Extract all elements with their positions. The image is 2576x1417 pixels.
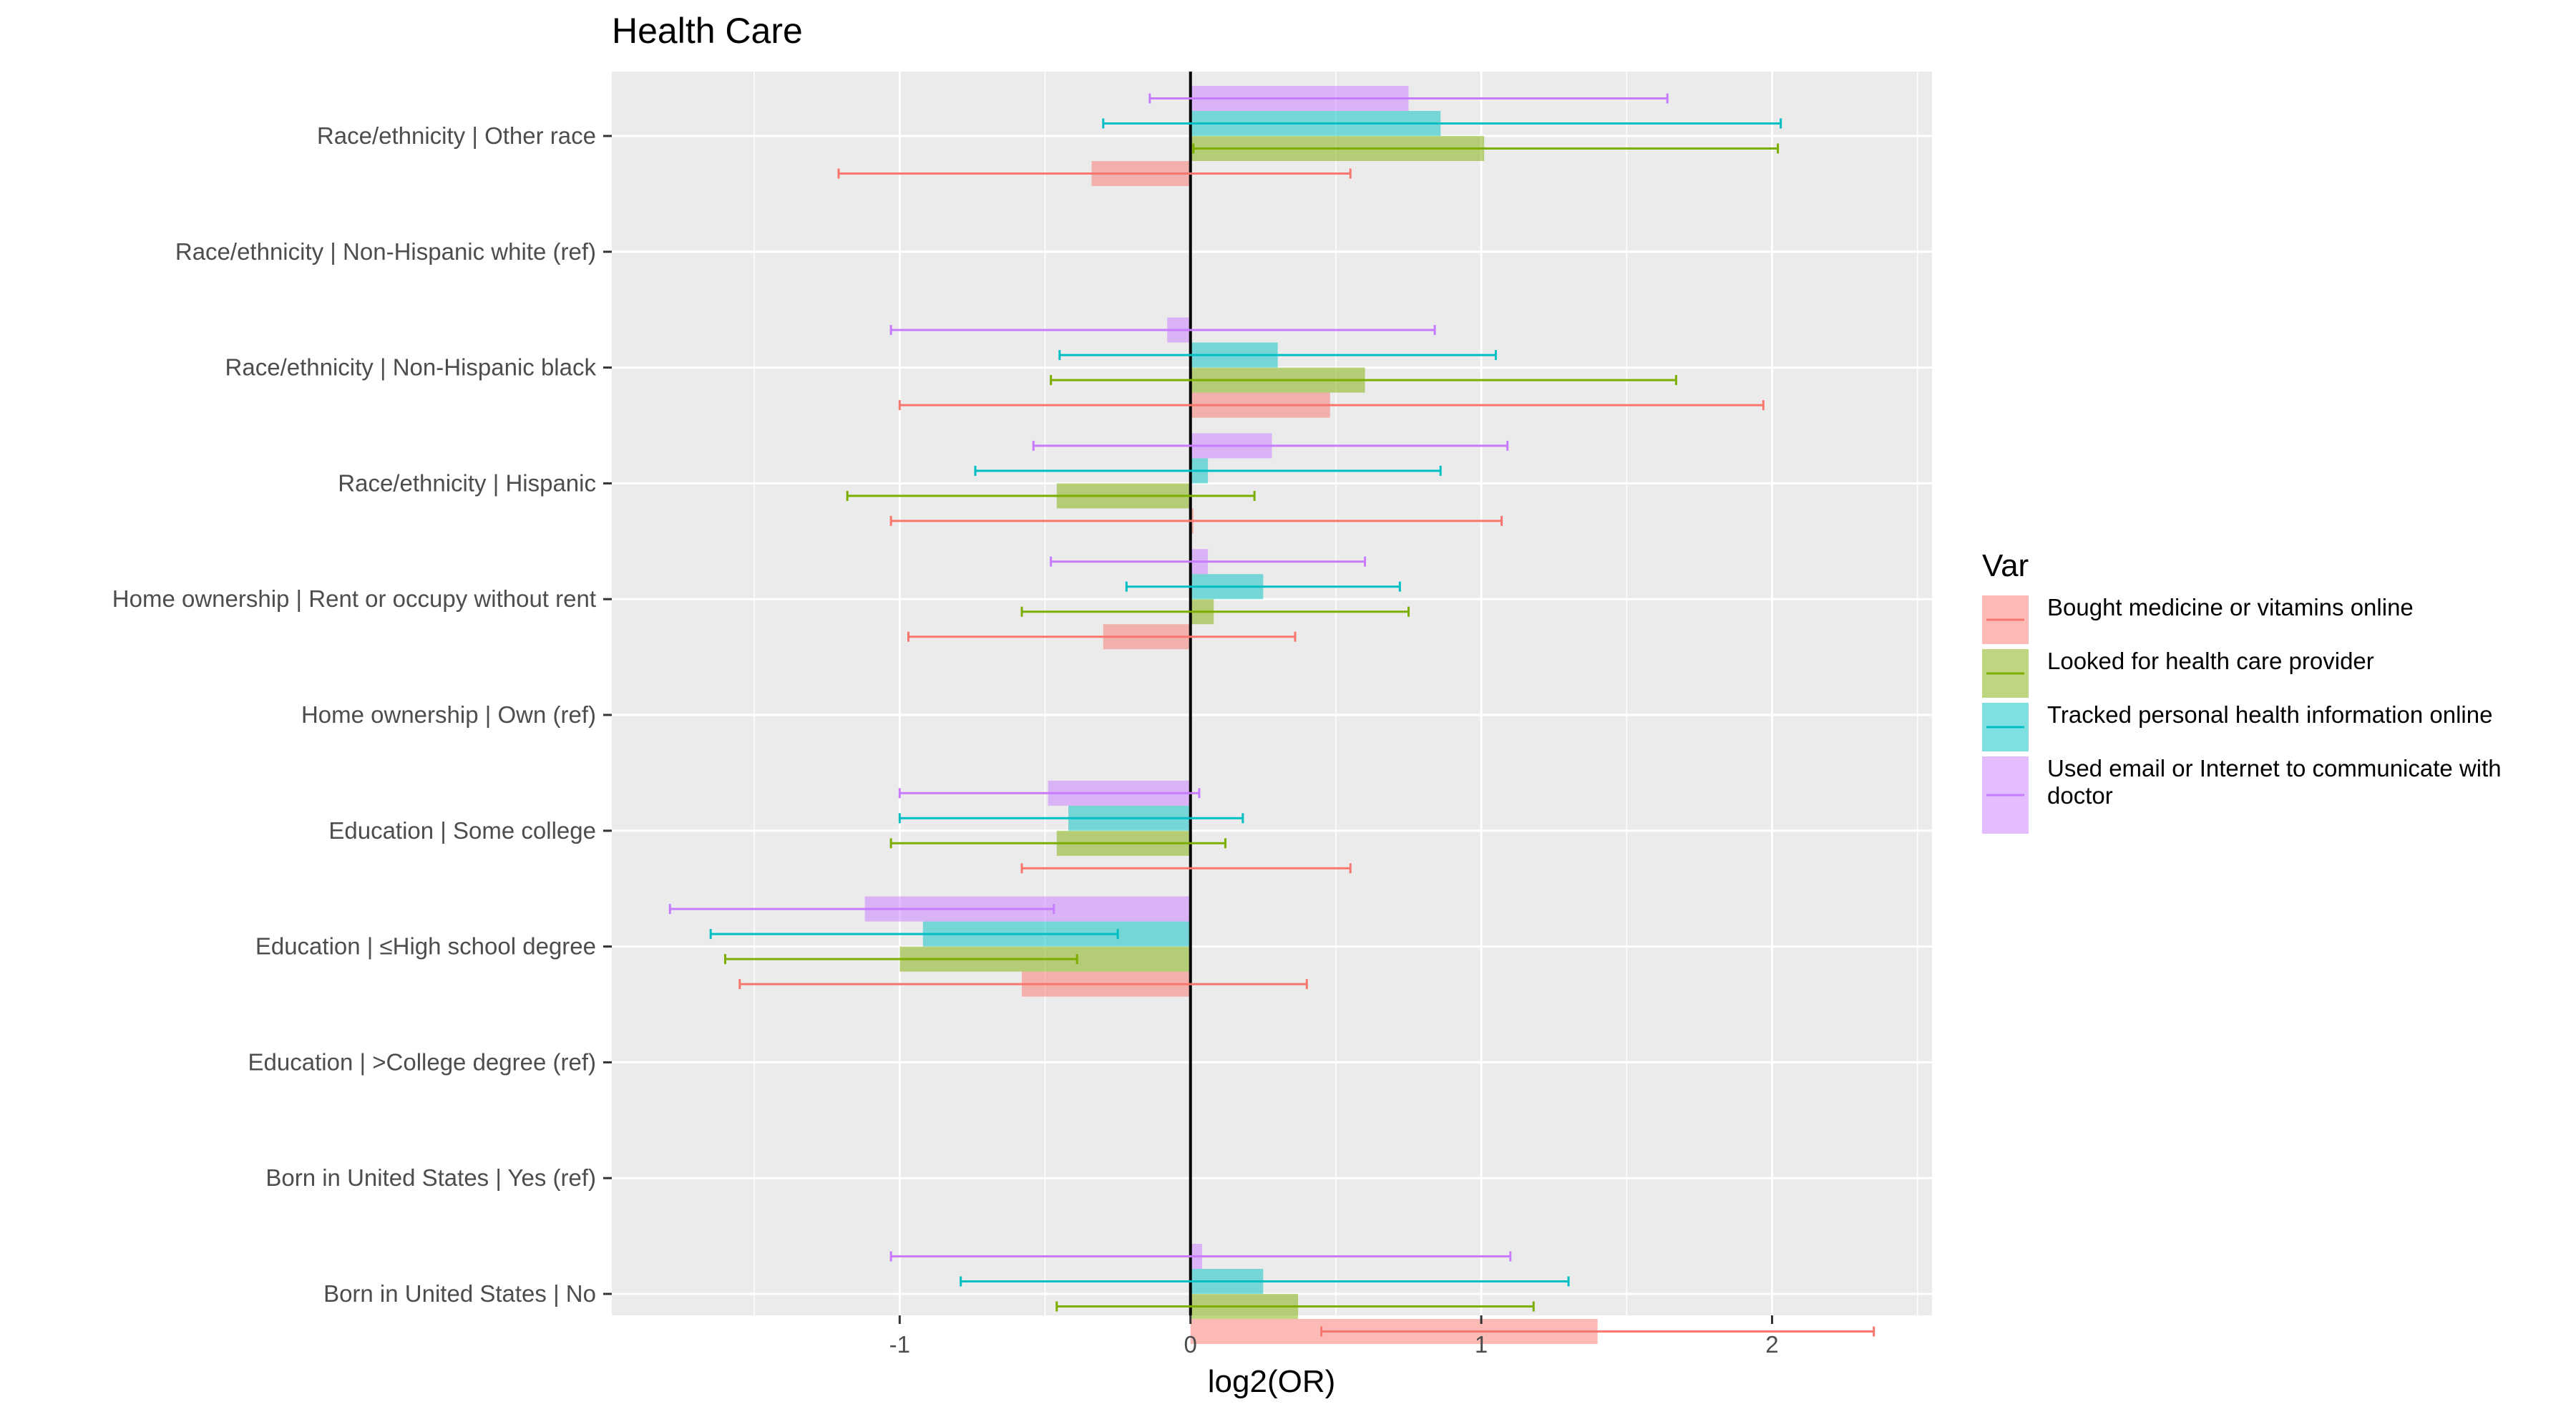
errorbar-bought-medicine-or-vitamins-online [1320,1326,1875,1337]
errorbar-used-email-or-internet-to-communicate-with-doctor [1050,556,1367,567]
y-tick-label: Race/ethnicity | Other race [317,122,596,149]
legend-item-looked-for-health-care-provider: Looked for health care provider [1982,648,2374,698]
errorbar-bought-medicine-or-vitamins-online [837,168,1352,179]
y-tick-label: Race/ethnicity | Hispanic [338,469,596,496]
errorbar-tracked-personal-health-information-online [709,929,1119,940]
legend-title: Var [1982,548,2029,583]
errorbar-looked-for-health-care-provider [889,838,1226,849]
y-tick-label: Education | Some college [328,817,596,844]
errorbar-looked-for-health-care-provider [1055,1301,1535,1312]
y-axis: Race/ethnicity | Other race Race/ethnicit… [112,122,612,1307]
legend: Var Bought medicine or vitamins online Lo… [1982,548,2502,834]
errorbar-tracked-personal-health-information-online [1102,118,1782,129]
errorbar-used-email-or-internet-to-communicate-with-doctor [889,1251,1512,1262]
y-tick-label: Race/ethnicity | Non-Hispanic white (ref… [175,238,596,265]
legend-label: Bought medicine or vitamins online [2047,594,2414,620]
errorbar-bought-medicine-or-vitamins-online [898,400,1765,411]
errorbar-tracked-personal-health-information-online [960,1276,1570,1287]
errorbar-used-email-or-internet-to-communicate-with-doctor [1032,440,1509,451]
errorbar-looked-for-health-care-provider [846,490,1256,501]
plot-panel [612,72,1932,1315]
errorbar-looked-for-health-care-provider [1192,143,1780,154]
legend-label: Looked for health care provider [2047,648,2374,674]
errorbar-bought-medicine-or-vitamins-online [738,979,1308,990]
x-tick-label: 0 [1184,1331,1197,1358]
legend-label: Tracked personal health information onli… [2047,701,2492,728]
errorbar-used-email-or-internet-to-communicate-with-doctor [898,788,1201,799]
errorbar-used-email-or-internet-to-communicate-with-doctor [889,325,1436,336]
y-tick-label: Race/ethnicity | Non-Hispanic black [225,354,597,381]
y-tick-label: Home ownership | Rent or occupy without … [112,585,596,612]
errorbar-used-email-or-internet-to-communicate-with-doctor [668,904,1055,915]
y-tick-label: Education | ≤High school degree [255,933,596,960]
x-axis: -1 0 1 2 [889,1315,1779,1358]
legend-label: Used email or Internet to communicate wi… [2047,755,2502,809]
legend-item-bought-medicine-or-vitamins-online: Bought medicine or vitamins online [1982,594,2414,644]
errorbar-bought-medicine-or-vitamins-online [1020,863,1352,874]
major-gridlines [612,72,1932,1315]
legend-item-used-email-or-internet-to-communicate-with-doctor: Used email or Internet to communicate wi… [1982,755,2502,834]
y-tick-label: Born in United States | Yes (ref) [265,1164,596,1191]
x-axis-title: log2(OR) [1208,1364,1336,1399]
errorbar-used-email-or-internet-to-communicate-with-doctor [1148,93,1669,104]
x-tick-label: 1 [1475,1331,1488,1358]
x-tick-label: 2 [1765,1331,1778,1358]
x-tick-label: -1 [889,1331,910,1358]
errorbar-tracked-personal-health-information-online [898,813,1244,824]
y-tick-label: Home ownership | Own (ref) [301,701,596,728]
errorbar-bought-medicine-or-vitamins-online [907,631,1297,642]
errorbar-tracked-personal-health-information-online [1058,350,1497,361]
errorbar-tracked-personal-health-information-online [974,465,1442,476]
error-bars [668,93,1875,1337]
y-tick-label: Born in United States | No [323,1280,596,1307]
errorbar-looked-for-health-care-provider [723,954,1078,965]
errorbar-bought-medicine-or-vitamins-online [889,515,1503,526]
y-tick-label: Education | >College degree (ref) [248,1048,596,1075]
legend-item-tracked-personal-health-information-online: Tracked personal health information onli… [1982,701,2492,751]
errorbar-looked-for-health-care-provider [1020,606,1410,617]
chart-title: Health Care [612,11,803,51]
minor-gridlines [753,72,1918,1315]
errorbar-tracked-personal-health-information-online [1125,581,1401,592]
errorbar-looked-for-health-care-provider [1050,375,1677,386]
